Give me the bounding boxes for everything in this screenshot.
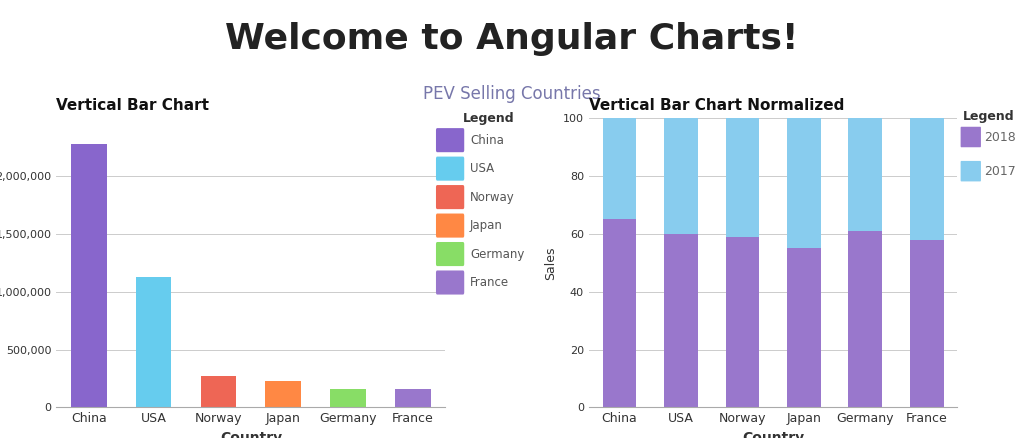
Bar xyxy=(395,389,431,407)
Bar xyxy=(201,376,237,407)
FancyBboxPatch shape xyxy=(436,128,464,152)
Bar xyxy=(602,219,637,407)
Bar xyxy=(725,118,760,237)
Text: Legend: Legend xyxy=(964,110,1015,123)
Bar xyxy=(909,240,944,407)
Text: Norway: Norway xyxy=(470,191,515,204)
Text: USA: USA xyxy=(470,162,495,175)
Bar xyxy=(136,277,171,407)
Text: Germany: Germany xyxy=(470,247,524,261)
Y-axis label: Sales: Sales xyxy=(545,246,557,279)
Bar xyxy=(909,118,944,240)
FancyBboxPatch shape xyxy=(436,157,464,181)
Bar xyxy=(848,118,883,231)
Bar xyxy=(265,381,301,407)
FancyBboxPatch shape xyxy=(436,242,464,266)
Bar xyxy=(786,118,821,248)
FancyBboxPatch shape xyxy=(961,127,981,147)
FancyBboxPatch shape xyxy=(436,214,464,237)
Text: Vertical Bar Chart: Vertical Bar Chart xyxy=(56,98,209,113)
Text: China: China xyxy=(470,134,504,147)
Text: Welcome to Angular Charts!: Welcome to Angular Charts! xyxy=(225,22,799,56)
Bar xyxy=(71,144,106,407)
Text: 2018: 2018 xyxy=(984,131,1016,144)
Bar xyxy=(664,118,698,234)
X-axis label: Country: Country xyxy=(742,431,804,438)
Bar xyxy=(848,231,883,407)
Bar xyxy=(602,118,637,219)
FancyBboxPatch shape xyxy=(436,271,464,295)
Bar xyxy=(786,248,821,407)
X-axis label: Country: Country xyxy=(220,431,282,438)
Bar xyxy=(725,237,760,407)
Text: Japan: Japan xyxy=(470,219,503,232)
Bar xyxy=(331,389,366,407)
Text: Vertical Bar Chart Normalized: Vertical Bar Chart Normalized xyxy=(589,98,844,113)
Text: France: France xyxy=(470,276,509,289)
Text: Legend: Legend xyxy=(463,112,515,125)
Bar xyxy=(664,234,698,407)
Text: 2017: 2017 xyxy=(984,165,1016,178)
FancyBboxPatch shape xyxy=(436,185,464,209)
FancyBboxPatch shape xyxy=(961,161,981,181)
Text: PEV Selling Countries: PEV Selling Countries xyxy=(423,85,601,103)
